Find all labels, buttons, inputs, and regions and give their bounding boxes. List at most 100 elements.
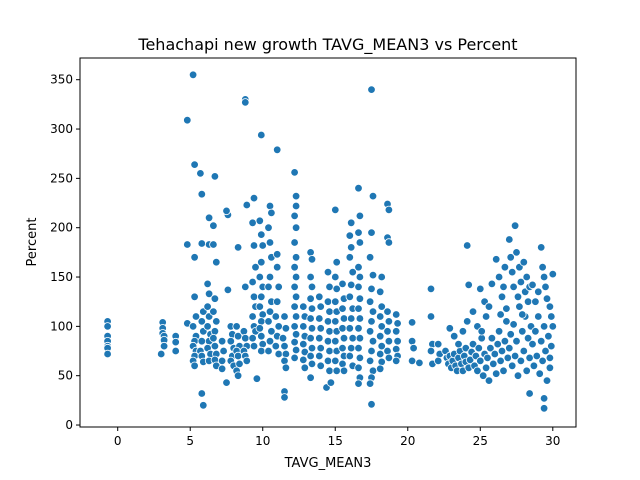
data-point <box>537 243 546 252</box>
data-point <box>354 183 363 193</box>
data-point <box>248 277 257 287</box>
data-point <box>273 263 282 272</box>
data-point <box>217 364 227 373</box>
data-point <box>513 371 523 380</box>
data-point <box>325 327 334 336</box>
data-point <box>532 351 541 361</box>
data-point <box>518 327 527 336</box>
data-point <box>299 339 308 349</box>
data-point <box>281 349 291 359</box>
data-point <box>323 356 333 366</box>
y-axis-ticks: 0 50 100 150 200 250 300 350 <box>50 73 80 432</box>
data-point <box>241 334 250 343</box>
data-point <box>248 334 257 343</box>
data-point <box>354 263 363 272</box>
data-point <box>290 238 299 247</box>
data-point <box>316 361 325 370</box>
data-point <box>365 379 375 388</box>
data-point <box>278 334 288 343</box>
data-point <box>541 282 550 292</box>
data-point <box>479 371 488 380</box>
data-point <box>415 358 424 368</box>
data-point <box>291 292 301 301</box>
data-point <box>426 312 436 321</box>
data-point <box>210 341 220 351</box>
data-point <box>502 317 511 326</box>
data-point <box>516 356 526 366</box>
data-point <box>508 267 517 277</box>
data-point <box>235 359 244 369</box>
data-point <box>407 356 417 366</box>
data-point <box>345 253 354 262</box>
data-point <box>347 243 356 252</box>
data-point <box>392 327 401 336</box>
data-point <box>271 341 280 351</box>
data-point <box>265 201 275 211</box>
data-point <box>376 287 385 296</box>
data-point <box>503 353 512 363</box>
data-point <box>271 312 280 321</box>
data-point <box>539 404 549 413</box>
data-point <box>242 200 251 210</box>
data-point <box>468 307 478 316</box>
y-tick-label: 300 <box>50 122 73 136</box>
data-point <box>393 319 402 328</box>
data-point <box>376 332 385 341</box>
data-point <box>547 312 556 321</box>
data-point <box>249 193 259 203</box>
data-point <box>497 346 507 356</box>
data-point <box>257 346 266 356</box>
data-point <box>483 353 492 363</box>
data-point <box>377 357 386 367</box>
data-point <box>506 253 515 262</box>
data-point <box>199 401 208 410</box>
data-point <box>547 341 556 351</box>
data-point <box>384 337 394 346</box>
data-point <box>368 337 378 346</box>
data-point <box>274 349 283 359</box>
data-point <box>325 346 334 356</box>
data-point <box>426 284 436 294</box>
data-point <box>299 355 308 365</box>
data-point <box>393 337 402 346</box>
data-point <box>531 297 540 306</box>
data-point <box>190 253 199 262</box>
data-point <box>331 205 340 215</box>
y-tick-label: 0 <box>65 418 73 432</box>
data-point <box>492 369 501 378</box>
data-point <box>290 353 299 363</box>
data-point <box>281 324 291 333</box>
data-point <box>345 292 354 301</box>
data-point <box>325 366 334 375</box>
data-point <box>306 351 315 361</box>
data-point <box>487 279 497 289</box>
data-point <box>345 231 354 240</box>
data-point <box>339 314 349 323</box>
data-point <box>505 235 514 244</box>
data-point <box>315 314 324 323</box>
data-point <box>505 343 514 353</box>
data-point <box>306 272 315 282</box>
data-point <box>484 302 494 311</box>
data-point <box>392 344 401 354</box>
data-point <box>365 356 375 366</box>
data-point <box>188 70 198 79</box>
data-point <box>212 258 221 267</box>
data-point <box>541 346 550 356</box>
data-point <box>306 314 315 323</box>
data-point <box>257 292 266 301</box>
data-point <box>525 353 534 363</box>
data-point <box>477 327 486 336</box>
data-point <box>376 312 385 321</box>
data-point <box>183 115 192 125</box>
data-point <box>392 310 401 319</box>
data-point <box>545 363 555 372</box>
data-point <box>210 294 220 303</box>
data-point <box>290 302 299 311</box>
data-point <box>316 343 325 353</box>
data-point <box>226 337 235 346</box>
data-point <box>171 337 180 347</box>
data-point <box>522 366 531 375</box>
x-axis-label: TAVG_MEAN3 <box>284 456 372 471</box>
